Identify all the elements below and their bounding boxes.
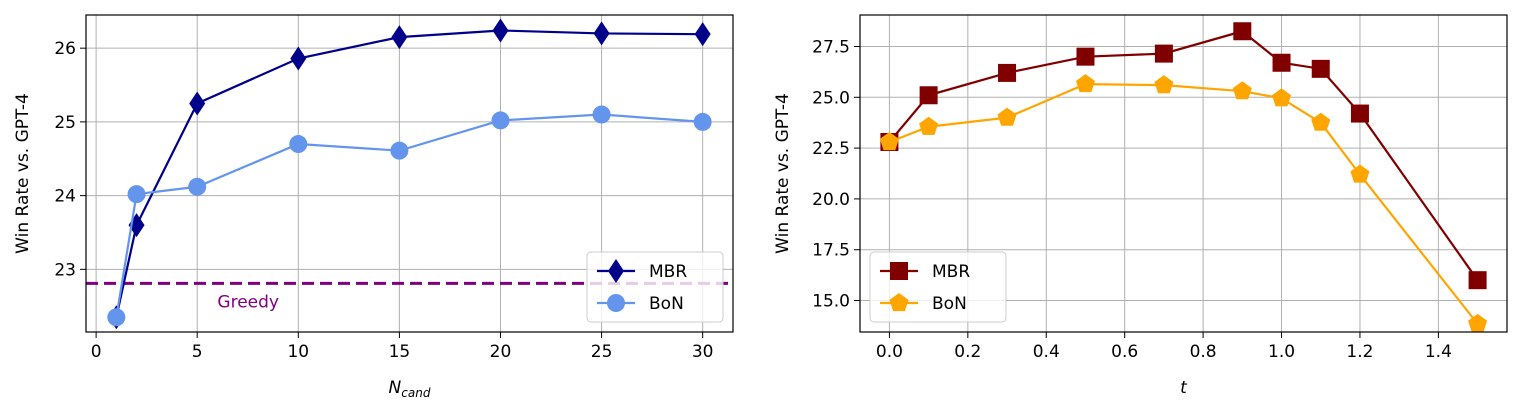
legend-marker	[607, 294, 625, 312]
series-line-bon	[889, 82, 1479, 325]
data-point-mbr	[1272, 53, 1291, 72]
data-point-bon	[491, 111, 510, 130]
legend-label: BoN	[932, 294, 967, 314]
data-point-bon	[127, 185, 146, 204]
y-axis-label: Win Rate vs. GPT-4	[13, 93, 33, 254]
axes-frame	[859, 14, 1508, 333]
y-tick-label: 25.0	[812, 88, 850, 108]
x-axis-label: Ncand	[389, 378, 431, 400]
y-tick-label: 25	[54, 113, 76, 133]
series-line-bon	[115, 113, 703, 318]
data-point-mbr	[694, 22, 711, 47]
y-axis-label: Win Rate vs. GPT-4	[773, 93, 793, 254]
x-tick-label: 15	[389, 342, 411, 362]
data-point-mbr	[391, 25, 408, 50]
series-bon	[107, 105, 712, 327]
x-tick-label: 20	[490, 342, 512, 362]
y-tick-label: 26	[54, 39, 76, 59]
data-point-bon	[879, 132, 899, 151]
x-tick-label: 0.2	[954, 342, 981, 362]
y-tick-label: 23	[54, 260, 76, 280]
x-tick-label: 0.8	[1190, 342, 1217, 362]
data-point-mbr	[189, 91, 206, 116]
right-chart: 0.0 0.2 0.4 0.6 0.8 1.0 1.2 1.4 15.0 17.5 20.0 22.5…	[773, 14, 1508, 398]
x-tick-label: 30	[692, 342, 714, 362]
data-point-bon	[390, 141, 409, 160]
series-line-mbr	[115, 29, 703, 318]
data-point-bon	[1272, 88, 1292, 107]
x-axis-label-subscript: cand	[401, 386, 431, 400]
axes-frame	[85, 14, 734, 333]
y-tick-label: 17.5	[812, 241, 850, 261]
y-tick-label: 24	[54, 187, 76, 207]
data-point-bon	[107, 308, 126, 327]
legend-entry-bon: BoN	[880, 293, 967, 314]
x-tick-label: 10	[287, 342, 309, 362]
legend-marker	[608, 259, 624, 283]
data-point-mbr	[290, 46, 307, 71]
greedy-label: Greedy	[217, 292, 279, 312]
x-tick-label: 0	[91, 342, 102, 362]
data-point-bon	[1232, 81, 1252, 100]
data-point-mbr	[919, 86, 938, 105]
legend: MBR BoN	[586, 251, 724, 323]
data-point-mbr	[1468, 271, 1487, 290]
y-tick-label: 20.0	[812, 190, 850, 210]
data-point-mbr	[1311, 59, 1330, 78]
data-point-mbr	[1154, 44, 1173, 63]
legend-entry-mbr: MBR	[597, 259, 687, 283]
data-point-bon	[997, 107, 1017, 126]
legend-entry-mbr: MBR	[880, 262, 970, 282]
x-tick-label: 1.4	[1425, 342, 1452, 362]
x-tick-label: 0.4	[1033, 342, 1060, 362]
y-tick-label: 15.0	[812, 292, 850, 312]
legend-label: MBR	[649, 262, 687, 282]
data-point-bon	[1468, 313, 1488, 332]
legend-marker	[890, 262, 908, 280]
data-point-mbr	[593, 21, 610, 46]
legend: MBR BoN	[869, 251, 1007, 323]
data-point-mbr	[998, 63, 1017, 82]
x-tick-label: 1.2	[1346, 342, 1373, 362]
data-point-bon	[919, 116, 939, 135]
legend-entry-bon: BoN	[597, 294, 684, 314]
data-point-bon	[693, 112, 712, 131]
legend-label: BoN	[649, 294, 684, 314]
x-tick-label: 5	[192, 342, 203, 362]
y-tick-label: 22.5	[812, 139, 850, 159]
data-point-bon	[1350, 164, 1370, 183]
data-point-mbr	[1233, 22, 1252, 41]
y-tick-label: 27.5	[812, 37, 850, 57]
x-axis-label: t	[1180, 378, 1188, 398]
left-chart: Greedy 0 5 10 15 20 25 30 23 24 25 26 Ncand Win Rate …	[13, 14, 734, 400]
x-tick-label: 0.6	[1111, 342, 1138, 362]
data-point-mbr	[1350, 104, 1369, 123]
x-tick-label: 1.0	[1268, 342, 1295, 362]
data-point-mbr	[1076, 47, 1095, 66]
data-point-bon	[1311, 112, 1331, 131]
data-point-bon	[188, 177, 207, 196]
data-point-bon	[592, 105, 611, 124]
legend-label: MBR	[932, 262, 970, 282]
x-tick-label: 0.0	[876, 342, 903, 362]
series-bon	[879, 74, 1488, 332]
x-tick-label: 25	[591, 342, 613, 362]
data-point-mbr	[492, 18, 509, 43]
data-point-bon	[1154, 75, 1174, 94]
series-line-mbr	[888, 30, 1479, 281]
series-mbr	[880, 22, 1487, 290]
legend-marker	[889, 293, 909, 312]
data-point-bon	[1075, 74, 1095, 93]
data-point-bon	[289, 135, 308, 154]
